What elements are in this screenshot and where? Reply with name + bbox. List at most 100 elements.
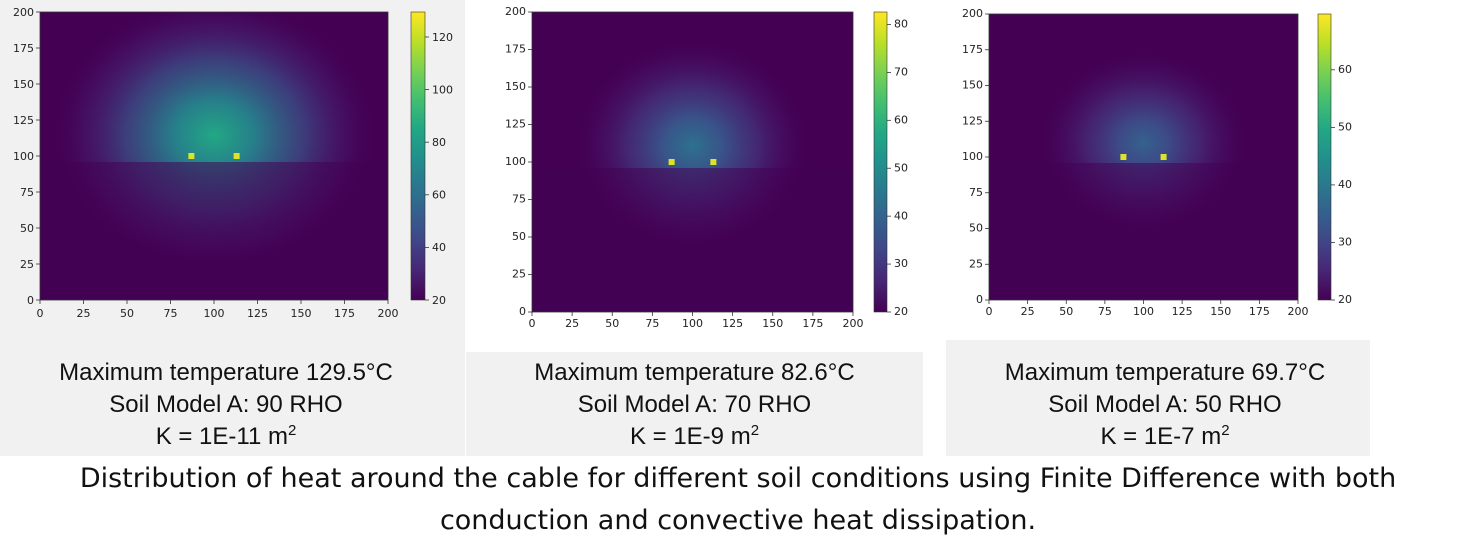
x-tick-label: 150	[1210, 305, 1231, 318]
y-tick-label: 0	[976, 293, 983, 306]
cable-hotspot-2	[233, 153, 240, 159]
x-tick-label: 150	[291, 307, 312, 320]
panel-3-background	[946, 340, 1370, 456]
y-tick-label: 75	[512, 193, 526, 206]
colorbar-tick-label: 40	[894, 209, 908, 222]
panel-1-max-temp: Maximum temperature 129.5°C	[59, 359, 393, 386]
x-tick-label: 25	[77, 307, 91, 320]
y-tick-label: 125	[13, 114, 34, 127]
panel-3-max-temp: Maximum temperature 69.7°C	[1004, 359, 1326, 386]
y-tick-label: 75	[969, 186, 983, 199]
colorbar-tick-label: 70	[894, 66, 908, 79]
colorbar	[410, 11, 426, 301]
cable-hotspot-1	[1120, 154, 1127, 160]
cable-hotspot-2	[710, 159, 717, 165]
y-tick-label: 50	[20, 222, 34, 235]
figure-caption-line-1: Distribution of heat around the cable fo…	[79, 463, 1397, 494]
colorbar-tick-label: 50	[1338, 121, 1352, 134]
colorbar-tick-label: 80	[894, 18, 908, 31]
lower-soil	[989, 163, 1298, 300]
y-tick-label: 0	[27, 294, 34, 307]
colorbar-tick-label: 50	[894, 161, 908, 174]
y-tick-label: 100	[962, 150, 983, 163]
heat-glow-group	[40, 12, 388, 300]
x-tick-label: 0	[986, 305, 993, 318]
panel-2-background	[466, 352, 923, 456]
colorbar-tick-label: 80	[432, 136, 446, 149]
y-tick-label: 100	[13, 150, 34, 163]
y-tick-label: 25	[969, 257, 983, 270]
colorbar	[873, 11, 888, 313]
colorbar-tick-label: 120	[432, 31, 453, 44]
x-tick-label: 100	[204, 307, 225, 320]
y-tick-label: 150	[962, 79, 983, 92]
panel-2-permeability: K = 1E-9 m2	[466, 422, 923, 452]
x-tick-label: 175	[802, 317, 823, 330]
cable-hotspot-2	[1160, 154, 1167, 160]
panel-2-permeability-exponent: 2	[750, 422, 760, 439]
heatmap-panel-3: 0 25 50 75 100 125 150 175 200 0 25 50 75 100 125 150 17…	[962, 7, 1352, 318]
heat-glow-group	[532, 28, 853, 312]
y-tick-label: 175	[505, 43, 526, 56]
panel-3-permeability: K = 1E-7 m2	[946, 422, 1384, 452]
x-tick-label: 75	[164, 307, 178, 320]
colorbar-tick-label: 100	[432, 83, 453, 96]
panel-1-permeability-text: K = 1E-11 m	[155, 423, 288, 450]
panel-1-permeability: K = 1E-11 m2	[0, 422, 452, 452]
y-tick-label: 25	[512, 268, 526, 281]
figure-caption-line-2: conduction and convective heat dissipati…	[439, 505, 1037, 536]
colorbar-tick-label: 40	[1338, 178, 1352, 191]
lower-soil	[532, 168, 853, 312]
colorbar-tick-label: 30	[1338, 236, 1352, 249]
panel-1-soil-model: Soil Model A: 90 RHO	[109, 391, 343, 418]
y-tick-label: 75	[20, 186, 34, 199]
heat-glow-group	[989, 41, 1298, 300]
colorbar-tick-label: 60	[1338, 63, 1352, 76]
y-tick-label: 175	[13, 42, 34, 55]
y-tick-label: 175	[962, 43, 983, 56]
x-tick-label: 50	[1059, 305, 1073, 318]
colorbar	[1317, 13, 1332, 301]
colorbar-tick-label: 20	[894, 305, 908, 318]
x-tick-label: 50	[605, 317, 619, 330]
colorbar-tick-label: 20	[1338, 293, 1352, 306]
y-tick-label: 125	[505, 118, 526, 131]
y-tick-label: 150	[505, 80, 526, 93]
colorbar-tick-label: 60	[894, 113, 908, 126]
x-tick-label: 100	[682, 317, 703, 330]
heatmap-panel-2: 0 25 50 75 100 125 150 175 200 0 25 50 75 100 125 150 17…	[505, 5, 908, 330]
colorbar-tick-label: 20	[432, 294, 446, 307]
x-tick-label: 100	[1133, 305, 1154, 318]
x-tick-label: 125	[722, 317, 743, 330]
x-tick-label: 125	[1172, 305, 1193, 318]
cable-hotspot-1	[188, 153, 195, 159]
panel-3-permeability-exponent: 2	[1221, 422, 1230, 439]
x-tick-label: 175	[334, 307, 355, 320]
y-tick-label: 100	[505, 155, 526, 168]
x-tick-label: 25	[1021, 305, 1035, 318]
x-tick-label: 150	[762, 317, 783, 330]
y-tick-label: 200	[505, 5, 526, 18]
panel-1-permeability-exponent: 2	[287, 422, 297, 439]
y-tick-label: 200	[962, 7, 983, 20]
panel-2-permeability-text: K = 1E-9 m	[629, 423, 751, 450]
y-tick-label: 50	[969, 222, 983, 235]
x-tick-label: 125	[247, 307, 268, 320]
x-tick-label: 200	[378, 307, 399, 320]
panel-3-soil-model: Soil Model A: 50 RHO	[1048, 391, 1282, 418]
x-tick-label: 75	[645, 317, 659, 330]
x-tick-label: 175	[1249, 305, 1270, 318]
y-tick-label: 150	[13, 78, 34, 91]
panel-2-soil-model: Soil Model A: 70 RHO	[577, 391, 812, 418]
y-tick-label: 50	[512, 230, 526, 243]
panel-3-permeability-text: K = 1E-7 m	[1100, 423, 1222, 450]
x-tick-label: 200	[843, 317, 864, 330]
cable-hotspot-1	[668, 159, 675, 165]
y-tick-label: 200	[13, 6, 34, 19]
x-tick-label: 50	[120, 307, 134, 320]
x-tick-label: 0	[529, 317, 536, 330]
colorbar-tick-label: 40	[432, 241, 446, 254]
colorbar-tick-label: 30	[894, 257, 908, 270]
x-tick-label: 25	[565, 317, 579, 330]
